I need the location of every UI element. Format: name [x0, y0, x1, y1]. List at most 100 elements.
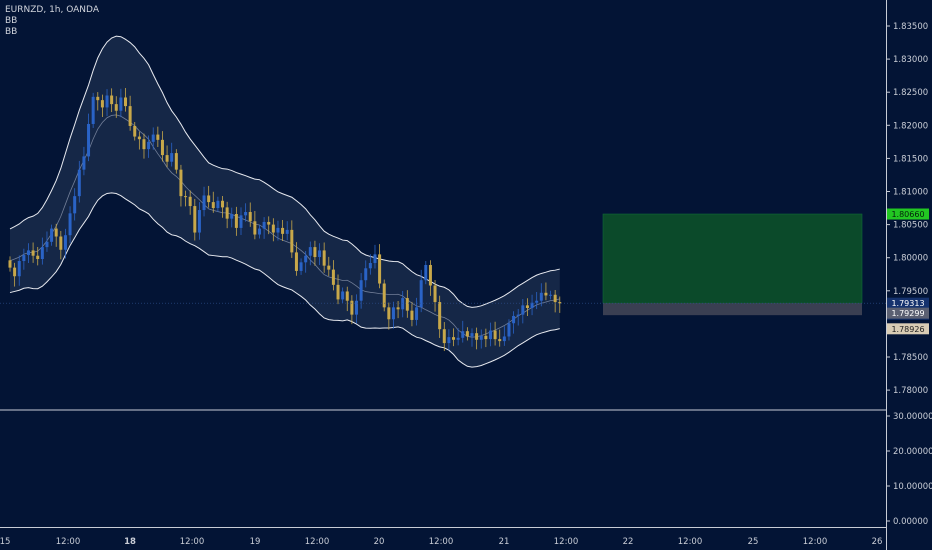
candle-body: [285, 229, 289, 234]
candle-body: [364, 268, 368, 281]
candle-body: [405, 298, 409, 311]
candle-body: [299, 262, 303, 271]
time-tick-label: 18: [124, 537, 136, 547]
long-position-tool[interactable]: [602, 213, 863, 316]
price-tick-label: 1.79500: [893, 287, 928, 297]
time-axis[interactable]: 15 12:00 18 12:00 19 12:00 20 12:00 21 12:00 22 12:…: [0, 537, 882, 547]
bollinger-lower-band: [9, 192, 560, 368]
candle-body: [465, 331, 469, 337]
candle-body: [225, 207, 229, 219]
indicator-label-bb-2[interactable]: BB: [5, 27, 18, 37]
candle-body: [87, 123, 91, 157]
candle-body: [193, 206, 197, 233]
candle-body: [36, 255, 40, 260]
candle-body: [525, 305, 529, 309]
bollinger-upper-band: [9, 35, 560, 308]
stop-price-tag-text: 1.79299: [891, 309, 924, 318]
candle-body: [493, 330, 497, 340]
time-tick-label: 12:00: [678, 537, 703, 547]
candle-body: [327, 265, 331, 270]
candle-body: [419, 280, 423, 308]
candle-body: [124, 97, 127, 107]
candle-body: [350, 300, 354, 315]
candle-body: [147, 141, 151, 150]
candle-body: [151, 134, 155, 142]
candle-body: [73, 196, 77, 214]
candle-body: [8, 260, 12, 268]
candle-body: [262, 221, 266, 229]
candle-body: [512, 315, 516, 324]
price-tick-label: 1.82500: [893, 88, 928, 98]
candle-body: [239, 215, 243, 228]
candle-body: [174, 153, 178, 170]
candle-body: [308, 247, 312, 256]
candle-body: [447, 337, 451, 344]
candle-body: [160, 139, 164, 156]
candle-body: [22, 255, 26, 262]
candle-body: [322, 250, 326, 266]
current-price-tag: 1.79313: [887, 297, 929, 309]
candle-body: [387, 307, 391, 320]
candle-body: [544, 292, 548, 296]
candle-body: [54, 228, 58, 237]
candle-body: [516, 314, 520, 316]
candle-body: [248, 212, 252, 222]
candle-body: [244, 212, 248, 216]
candle-body: [452, 337, 456, 340]
candle-body: [359, 280, 363, 301]
candle-body: [521, 305, 525, 315]
price-tick-label: 1.81000: [893, 188, 928, 198]
price-axis[interactable]: 1.83500 1.83000 1.82500 1.82000 1.81500 1.810…: [886, 22, 928, 396]
candle-body: [230, 214, 234, 219]
time-tick-label: 12:00: [56, 537, 81, 547]
candle-body: [294, 252, 298, 271]
time-tick-label: 19: [250, 537, 261, 547]
candle-body: [59, 236, 63, 250]
symbol-title[interactable]: EURNZD, 1h, OANDA: [5, 5, 99, 15]
candle-body: [142, 139, 146, 150]
indicator-tick-label: 30.00000: [893, 412, 932, 422]
candle-body: [424, 264, 428, 281]
price-tick-label: 1.80000: [893, 254, 928, 264]
target-price-tag: 1.80660: [887, 208, 929, 220]
candle-body: [216, 200, 220, 209]
target-price-tag-text: 1.80660: [891, 210, 924, 219]
candle-body: [184, 196, 188, 198]
candle-body: [355, 300, 358, 315]
time-tick-label: 22: [623, 537, 634, 547]
price-tick-label: 1.83500: [893, 22, 928, 32]
candle-body: [484, 335, 488, 340]
candle-body: [313, 247, 317, 258]
candle-body: [442, 329, 446, 344]
candle-body: [267, 221, 271, 225]
low-price-tag-text: 1.78926: [891, 325, 924, 334]
time-tick-label: 26: [872, 537, 883, 547]
time-tick-label: 20: [374, 537, 385, 547]
candle-body: [197, 210, 201, 233]
time-tick-label: 21: [499, 537, 510, 547]
candle-body: [507, 323, 511, 337]
indicator-axis[interactable]: 30.00000 20.00000 10.00000 0.00000: [886, 412, 932, 527]
candle-body: [40, 247, 44, 260]
candle-body: [304, 255, 308, 263]
indicator-label-bb-1[interactable]: BB: [5, 16, 18, 26]
candle-body: [68, 213, 72, 236]
candle-body: [331, 269, 335, 285]
candle-body: [77, 169, 81, 197]
candle-body: [438, 302, 442, 330]
candle-body: [373, 254, 377, 263]
candle-body: [100, 100, 104, 108]
candle-body: [82, 156, 86, 170]
candle-body: [96, 96, 100, 101]
candle-body: [401, 298, 405, 310]
candle-body: [179, 169, 183, 197]
candle-body: [253, 221, 257, 235]
low-price-tag-bg: [887, 323, 929, 335]
candle-body: [91, 96, 95, 124]
time-tick-label: 15: [0, 537, 10, 547]
price-tick-label: 1.80500: [893, 221, 928, 231]
candle-body: [410, 310, 414, 320]
candle-body: [63, 235, 67, 250]
